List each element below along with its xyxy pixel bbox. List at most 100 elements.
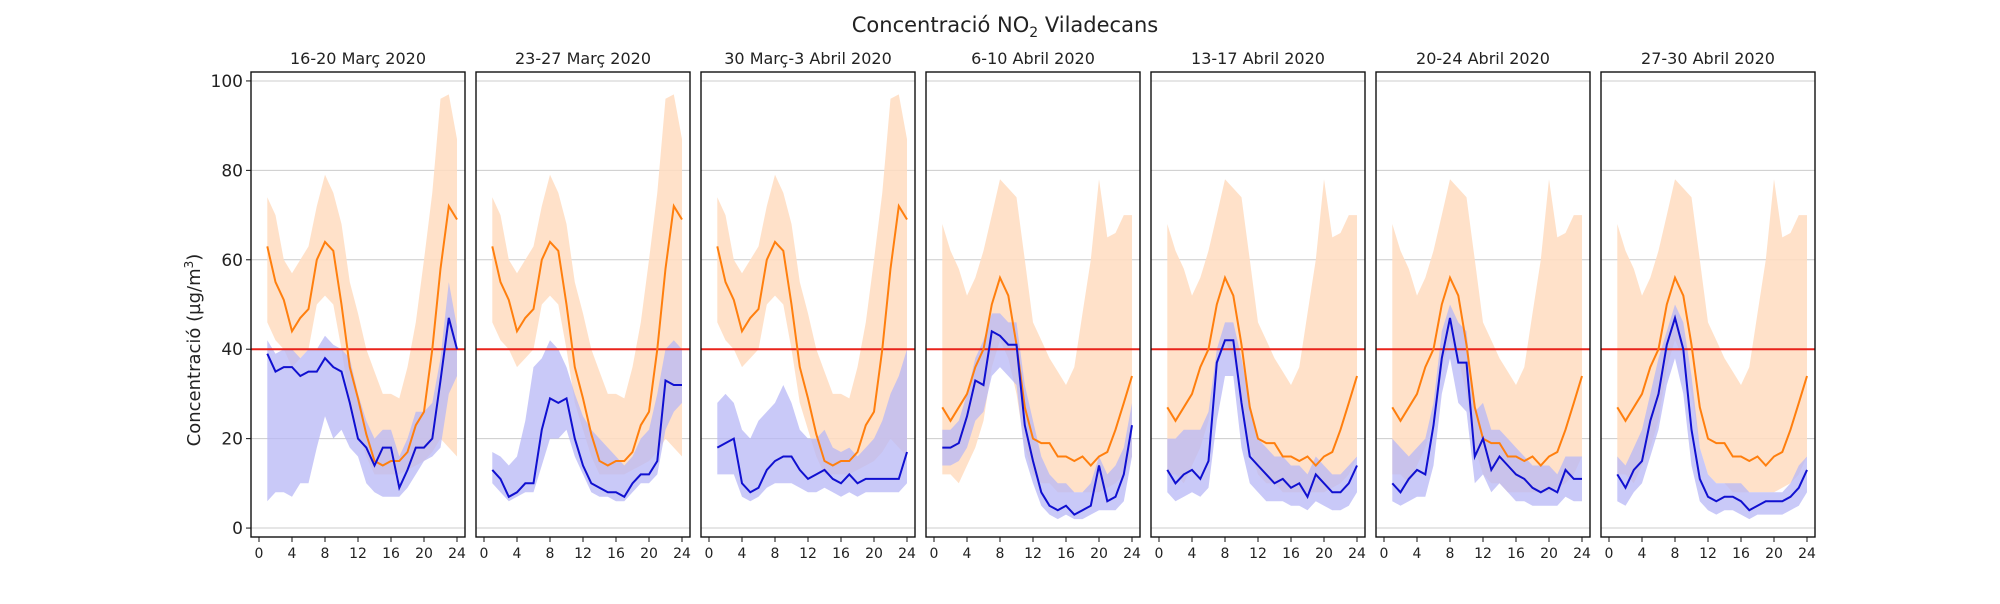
x-tick-label: 0 [480, 546, 489, 562]
panel-4: 6-10 Abril 2020 0 4 8 12 16 20 24 [925, 49, 1141, 562]
x-tick-label: 4 [513, 546, 522, 562]
x-tick-label: 0 [255, 546, 264, 562]
reference-mean-line [1391, 274, 1583, 467]
y-tick-label: 60 [221, 251, 243, 271]
panel-2: 23-27 Març 2020 0 4 8 12 16 20 24 [475, 49, 691, 562]
x-tick-label: 4 [963, 546, 972, 562]
current-range-band [942, 313, 1132, 520]
x-tick-label: 8 [546, 546, 555, 562]
x-tick-label: 12 [349, 546, 367, 562]
x-tick-label: 20 [415, 546, 433, 562]
current-mean-line [491, 378, 682, 499]
reference-range-band [942, 179, 1132, 493]
x-tick-label: 16 [1732, 546, 1750, 562]
panel-title: 27-30 Abril 2020 [1641, 49, 1775, 68]
y-tick-label: 20 [221, 430, 243, 450]
plot-area [1601, 80, 1815, 529]
x-tick-label: 0 [1605, 546, 1614, 562]
x-tick-label: 20 [1315, 546, 1333, 562]
y-tick-label: 40 [221, 340, 243, 360]
x-tick-label: 16 [1057, 546, 1075, 562]
x-tick-label: 12 [799, 546, 817, 562]
x-tick-label: 24 [1573, 546, 1591, 562]
x-tick-label: 16 [607, 546, 625, 562]
current-mean-line [1616, 314, 1808, 512]
x-tick-label: 24 [1348, 546, 1366, 562]
plot-area [476, 80, 690, 529]
reference-range-band [267, 94, 457, 475]
x-tick-label: 8 [771, 546, 780, 562]
x-tick-label: 24 [1123, 546, 1141, 562]
x-tick-label: 20 [1540, 546, 1558, 562]
plot-area [1151, 80, 1365, 529]
x-tick-label: 12 [574, 546, 592, 562]
y-axis-label: Concentració (µg/m3) [182, 254, 205, 447]
plot-area [251, 80, 465, 529]
x-tick-label: 24 [1798, 546, 1816, 562]
reference-range-band [1167, 179, 1357, 493]
reference-mean-line [1166, 274, 1358, 467]
x-tick-label: 4 [288, 546, 297, 562]
current-mean-line [716, 437, 908, 494]
current-mean-line [942, 329, 1133, 516]
reference-mean-line [491, 203, 683, 467]
x-tick-label: 0 [930, 546, 939, 562]
x-tick-label: 12 [1249, 546, 1267, 562]
panel-title: 23-27 Març 2020 [515, 49, 651, 68]
y-tick-label: 0 [232, 519, 243, 539]
x-tick-label: 20 [865, 546, 883, 562]
x-tick-label: 4 [1638, 546, 1647, 562]
y-tick-label: 80 [221, 161, 243, 181]
x-tick-label: 8 [996, 546, 1005, 562]
current-mean-line [266, 317, 458, 491]
x-tick-label: 16 [382, 546, 400, 562]
panel-title: 13-17 Abril 2020 [1191, 49, 1325, 68]
current-range-band [717, 349, 907, 502]
plot-area [926, 80, 1140, 529]
x-tick-label: 24 [448, 546, 466, 562]
x-tick-label: 8 [1446, 546, 1455, 562]
x-tick-label: 24 [898, 546, 916, 562]
current-range-band [1167, 322, 1357, 511]
x-tick-label: 4 [738, 546, 747, 562]
reference-range-band [1392, 179, 1582, 493]
reference-mean-line [1616, 274, 1808, 467]
current-mean-line [1166, 339, 1358, 500]
x-tick-label: 20 [640, 546, 658, 562]
x-tick-label: 0 [1380, 546, 1389, 562]
x-tick-label: 8 [321, 546, 330, 562]
x-tick-label: 4 [1188, 546, 1197, 562]
x-tick-label: 8 [1221, 546, 1230, 562]
x-tick-label: 4 [1413, 546, 1422, 562]
panel-title: 16-20 Març 2020 [290, 49, 426, 68]
x-tick-label: 16 [1507, 546, 1525, 562]
x-tick-label: 16 [1282, 546, 1300, 562]
current-range-band [492, 340, 682, 502]
chart-title: Concentració NO2 Viladecans [852, 13, 1158, 41]
x-tick-label: 24 [673, 546, 691, 562]
reference-range-band [492, 94, 682, 475]
plot-area [1376, 80, 1590, 529]
current-mean-line [1391, 317, 1582, 494]
x-tick-label: 16 [832, 546, 850, 562]
panel-1: 16-20 Març 2020 0 4 8 12 16 20 24 0 20 40 60 80 100 [211, 49, 466, 562]
reference-range-band [1617, 179, 1807, 493]
panel-6: 20-24 Abril 2020 0 4 8 12 16 20 24 [1375, 49, 1591, 562]
x-tick-label: 0 [705, 546, 714, 562]
x-tick-label: 12 [1024, 546, 1042, 562]
panel-5: 13-17 Abril 2020 0 4 8 12 16 20 24 [1150, 49, 1366, 562]
x-tick-label: 0 [1155, 546, 1164, 562]
reference-mean-line [266, 203, 458, 467]
y-tick-label: 100 [211, 72, 243, 92]
panel-title: 20-24 Abril 2020 [1416, 49, 1550, 68]
x-tick-label: 12 [1474, 546, 1492, 562]
panel-title: 30 Març-3 Abril 2020 [724, 49, 892, 68]
x-tick-label: 12 [1699, 546, 1717, 562]
panel-title: 6-10 Abril 2020 [971, 49, 1095, 68]
panel-7: 27-30 Abril 2020 0 4 8 12 16 20 24 [1600, 49, 1816, 562]
current-range-band [1392, 304, 1582, 506]
plot-area [701, 80, 915, 529]
x-tick-label: 20 [1765, 546, 1783, 562]
reference-range-band [717, 94, 907, 475]
